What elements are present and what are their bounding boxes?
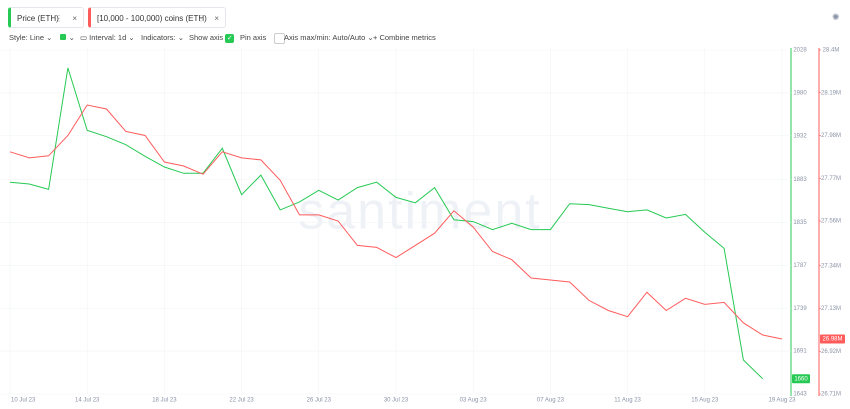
- x-tick-label: 03 Aug 23: [460, 398, 488, 404]
- y-tick-label: 27.56M: [821, 219, 841, 225]
- x-tick-label: 14 Jul 23: [75, 398, 100, 404]
- indicators-select[interactable]: Indicators: ⌄: [141, 33, 184, 42]
- x-tick-label: 11 Aug 23: [614, 398, 641, 404]
- show-axis-toggle[interactable]: Show axis ✓: [189, 33, 235, 43]
- label: Indicators:: [141, 33, 176, 42]
- label: Show axis: [189, 33, 224, 42]
- x-tick-label: 07 Aug 23: [537, 398, 565, 404]
- y-tick-label: 1787: [793, 263, 807, 269]
- x-tick-label: 18 Jul 23: [152, 398, 177, 404]
- combine-metrics-button[interactable]: + Combine metrics: [373, 32, 436, 44]
- style-select[interactable]: Style: Line ⌄ ⌄: [9, 33, 75, 42]
- label: + Combine metrics: [373, 33, 436, 42]
- x-tick-label: 19 Aug 23: [768, 398, 796, 404]
- y-tick-label: 2028: [793, 48, 807, 54]
- y-tick-label: 1835: [793, 220, 807, 226]
- y-tick-label: 1932: [793, 133, 807, 139]
- y-tick-label: 27.13M: [821, 306, 841, 312]
- y-tick-label: 1643: [793, 392, 807, 398]
- last-value-label: 1660: [794, 376, 808, 382]
- watermark: santiment: [298, 183, 541, 241]
- interval-select[interactable]: ▭ Interval: 1d ⌄: [80, 33, 135, 42]
- pin-axis-toggle[interactable]: Pin axis: [240, 32, 286, 44]
- metric-tab[interactable]: [10,000 - 100,000) coins (ETH) ⋮ ×: [88, 7, 226, 28]
- label: Axis max/min: Auto/Auto: [284, 33, 366, 42]
- y-tick-label: 1883: [793, 177, 807, 183]
- last-value-badge: [792, 374, 810, 384]
- settings-icon[interactable]: ✺: [832, 12, 840, 22]
- label: Interval: 1d: [89, 33, 127, 42]
- metric-label: [10,000 - 100,000) coins (ETH): [97, 14, 207, 23]
- y-tick-label: 27.34M: [821, 263, 841, 269]
- x-tick-label: 15 Aug 23: [691, 398, 719, 404]
- last-value-label: 26.98M: [822, 337, 842, 343]
- metric-label: Price (ETH): [17, 14, 59, 23]
- y-tick-label: 1980: [793, 90, 807, 96]
- axis-minmax-select[interactable]: Axis max/min: Auto/Auto ⌄: [284, 33, 374, 42]
- y-tick-label: 28.19M: [821, 90, 841, 96]
- series-line: [9, 67, 764, 380]
- y-tick-label: 1691: [793, 349, 807, 355]
- label: Style: Line: [9, 33, 45, 42]
- y-tick-label: 27.77M: [821, 176, 841, 182]
- y-tick-label: 28.4M: [823, 48, 840, 54]
- last-value-badge: [820, 334, 845, 344]
- label: Pin axis: [240, 33, 267, 42]
- x-tick-label: 30 Jul 23: [384, 398, 409, 404]
- y-tick-label: 27.98M: [821, 133, 841, 139]
- y-tick-label: 26.71M: [821, 392, 841, 398]
- metric-tab[interactable]: Price (ETH) ⋮ ×: [8, 7, 84, 28]
- x-tick-label: 22 Jul 23: [229, 398, 254, 404]
- x-tick-label: 10 Jul 23: [11, 398, 36, 404]
- x-tick-label: 26 Jul 23: [307, 398, 332, 404]
- series-line: [9, 104, 783, 340]
- y-tick-label: 1739: [793, 306, 807, 312]
- y-tick-label: 26.92M: [821, 349, 841, 355]
